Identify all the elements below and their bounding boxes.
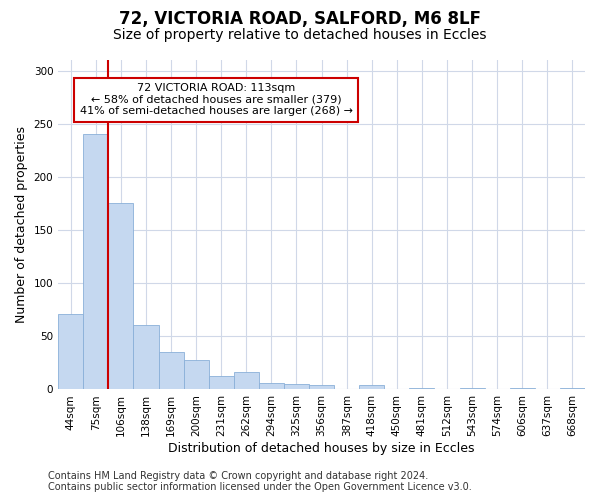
Bar (309, 385, 334, 390)
Bar (560, 388, 585, 390)
Bar (209, 376, 234, 390)
Bar (284, 384, 309, 390)
Text: 72 VICTORIA ROAD: 113sqm
← 58% of detached houses are smaller (379)
41% of semi-: 72 VICTORIA ROAD: 113sqm ← 58% of detach… (80, 83, 353, 116)
Bar (359, 385, 385, 390)
Bar (510, 388, 535, 390)
Text: Size of property relative to detached houses in Eccles: Size of property relative to detached ho… (113, 28, 487, 42)
Bar (133, 324, 158, 390)
Text: Contains HM Land Registry data © Crown copyright and database right 2024.
Contai: Contains HM Land Registry data © Crown c… (48, 471, 472, 492)
Bar (234, 372, 259, 390)
Bar (109, 204, 133, 390)
Y-axis label: Number of detached properties: Number of detached properties (15, 126, 28, 323)
Text: 72, VICTORIA ROAD, SALFORD, M6 8LF: 72, VICTORIA ROAD, SALFORD, M6 8LF (119, 10, 481, 28)
Bar (83, 134, 109, 390)
Bar (409, 388, 434, 390)
X-axis label: Distribution of detached houses by size in Eccles: Distribution of detached houses by size … (169, 442, 475, 455)
Bar (158, 352, 184, 390)
Bar (58, 314, 83, 390)
Bar (259, 383, 284, 390)
Bar (460, 388, 485, 390)
Bar (184, 360, 209, 390)
